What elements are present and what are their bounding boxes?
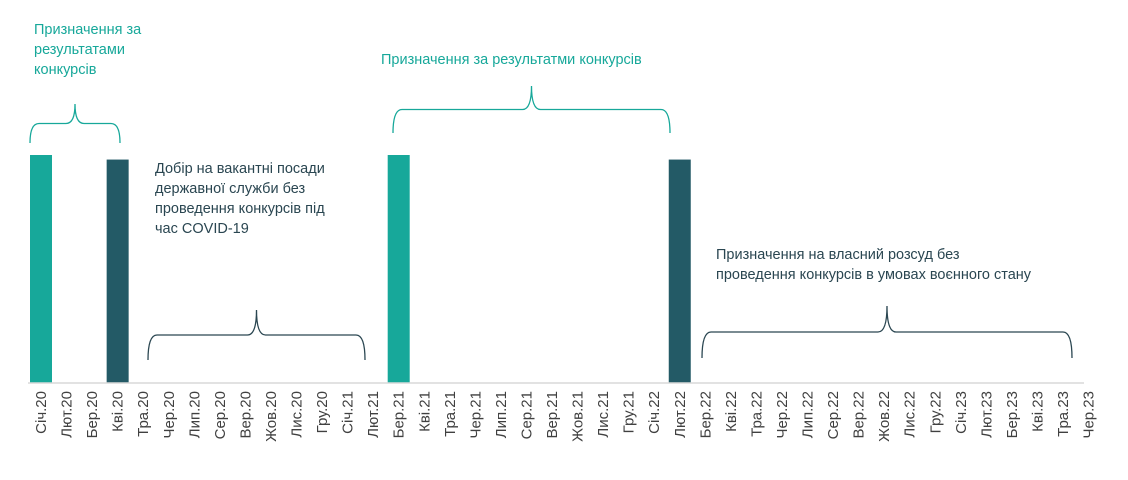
x-tick-label: Лип.20 [186,391,203,438]
x-tick-label: Жов.21 [570,391,587,442]
x-tick-label: Гру.21 [621,391,638,433]
brace-0 [29,103,121,144]
x-tick-label: Лют.23 [978,391,995,438]
bar-1 [106,159,129,383]
x-tick-label: Вер.20 [237,391,254,439]
braces-layer [29,85,1073,361]
x-tick-label: Лип.22 [800,391,817,438]
x-tick-label: Чер.22 [774,391,791,439]
x-tick-label: Лис.21 [595,391,612,438]
x-tick-label: Січ.23 [953,391,970,434]
x-tick-label: Чер.21 [467,391,484,439]
annotation-martial-law: Призначення на власний розсуд без провед… [716,247,1032,283]
brace-3 [701,305,1073,359]
x-tick-label: Сер.22 [825,391,842,439]
x-tick-label: Тра.20 [135,391,152,437]
annotation-competition-2020: Призначення за результатами конкурсів [34,22,142,78]
x-tick-label: Лип.21 [493,391,510,438]
x-tick-label: Січ.20 [33,391,50,434]
x-tick-label: Сер.20 [212,391,229,439]
x-tick-label: Бер.22 [697,391,714,438]
x-tick-label: Січ.22 [646,391,663,434]
x-tick-label: Січ.21 [340,391,357,434]
brace-2 [392,85,671,134]
x-tick-label: Сер.21 [518,391,535,439]
x-tick-label: Лис.22 [902,391,919,438]
x-tick-label: Чер.23 [1081,391,1098,439]
x-tick-label: Тра.23 [1055,391,1072,437]
x-tick-label: Тра.22 [748,391,765,437]
x-tick-label: Бер.21 [391,391,408,438]
x-tick-label: Кві.20 [110,391,127,432]
annotation-covid-selection: Добір на вакантні посади державної служб… [155,161,325,237]
x-tick-label: Лис.20 [289,391,306,438]
x-tick-label: Жов.22 [876,391,893,442]
bar-0 [30,155,52,383]
x-tick-label: Вер.22 [851,391,868,439]
x-tick-label: Кві.23 [1029,391,1046,432]
x-tick-labels: Січ.20 Лют.20 Бер.20 Кві.20 Тра.20 Чер.20 Лип.… [33,391,1098,442]
x-tick-label: Бер.23 [1004,391,1021,438]
x-tick-label: Кві.22 [723,391,740,432]
x-tick-label: Вер.21 [544,391,561,439]
x-tick-label: Лют.22 [672,391,689,438]
x-tick-label: Кві.21 [416,391,433,432]
bars-layer [30,155,691,383]
annotation-competition-2021: Призначення за результатми конкурсів [381,52,642,68]
brace-1 [147,309,366,361]
bar-2 [387,155,410,383]
x-tick-label: Гру.22 [927,391,944,433]
bar-3 [668,159,691,383]
x-tick-label: Лют.20 [59,391,76,438]
x-tick-label: Чер.20 [161,391,178,439]
x-tick-label: Жов.20 [263,391,280,442]
x-tick-label: Лют.21 [365,391,382,438]
x-tick-label: Тра.21 [442,391,459,437]
x-tick-label: Гру.20 [314,391,331,433]
x-tick-label: Бер.20 [84,391,101,438]
